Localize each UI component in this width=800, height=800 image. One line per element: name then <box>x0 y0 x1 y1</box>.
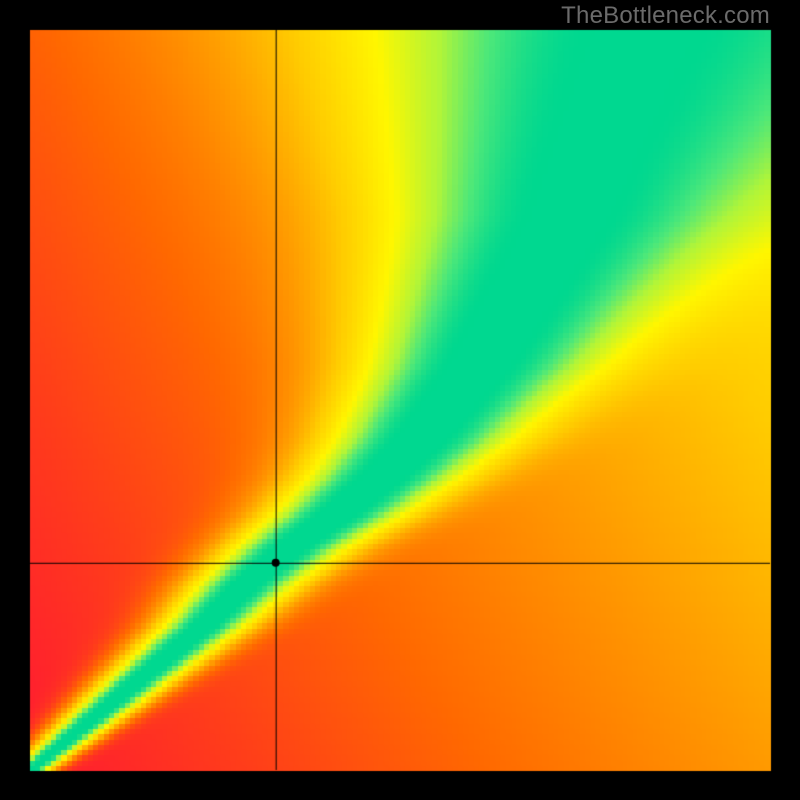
chart-container: TheBottleneck.com <box>0 0 800 800</box>
bottleneck-heatmap <box>0 0 800 800</box>
watermark-text: TheBottleneck.com <box>561 2 770 30</box>
